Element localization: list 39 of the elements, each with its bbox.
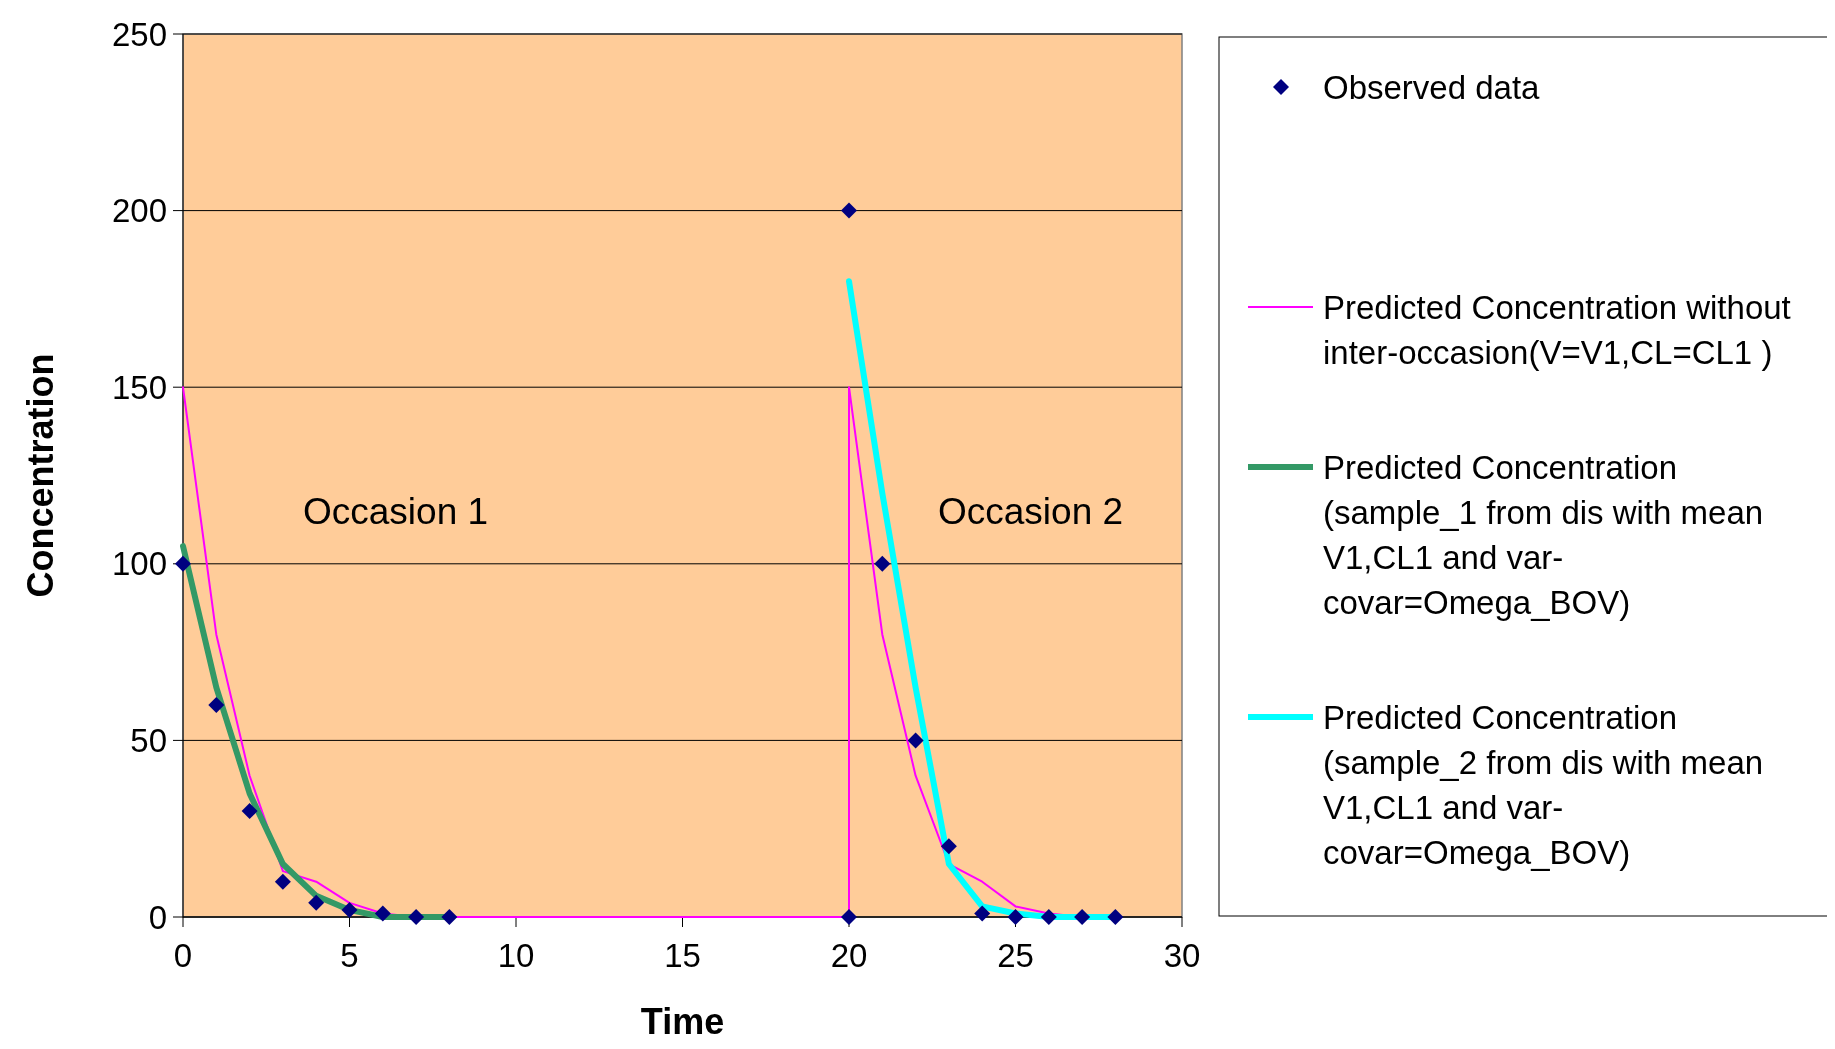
y-tick-label: 50 [130, 721, 167, 759]
point [408, 909, 425, 925]
y-tick-label: 200 [111, 192, 167, 230]
x-tick-label: 30 [1163, 937, 1201, 974]
legend-label: Predicted Concentration without inter-occasion(V=V1,CL=CL1 ) [1323, 288, 1791, 371]
point [974, 905, 991, 922]
x-tick-label: 10 [497, 937, 535, 974]
point [1007, 909, 1024, 925]
point [841, 202, 857, 219]
y-tick-label: 250 [111, 15, 167, 53]
point [241, 803, 258, 820]
annotation: Occasion 1 [303, 491, 489, 532]
point [441, 909, 458, 925]
x-tick-label: 0 [173, 937, 193, 974]
legend-label: Predicted Concentration (sample_2 from dis with mean V1,CL1 and var-covar=Omega_BOV) [1323, 698, 1764, 871]
point [208, 697, 225, 714]
point [841, 909, 857, 925]
legend-label: Observed data [1323, 68, 1541, 106]
point [308, 894, 325, 911]
x-tick-label: 15 [664, 937, 701, 974]
point [874, 555, 891, 572]
point [274, 873, 291, 890]
x-tick-label: 5 [340, 937, 359, 974]
point [1040, 909, 1057, 925]
point [341, 901, 358, 918]
y-tick-label: 100 [111, 545, 167, 583]
point [1107, 909, 1124, 925]
x-tick-label: 25 [997, 937, 1034, 974]
point [907, 732, 924, 749]
point [1074, 909, 1091, 925]
x-axis-title: Time [640, 1001, 725, 1042]
x-tick-label: 20 [830, 937, 868, 974]
y-tick-label: 150 [111, 368, 167, 406]
y-tick-label: 0 [148, 898, 167, 936]
y-axis-title: Concentration [20, 353, 61, 598]
legend-label: Predicted Concentration (sample_1 from dis with mean V1,CL1 and var-covar=Omega_BOV) [1323, 448, 1764, 621]
point [374, 905, 391, 922]
point [940, 838, 957, 855]
annotation: Occasion 2 [938, 491, 1124, 532]
